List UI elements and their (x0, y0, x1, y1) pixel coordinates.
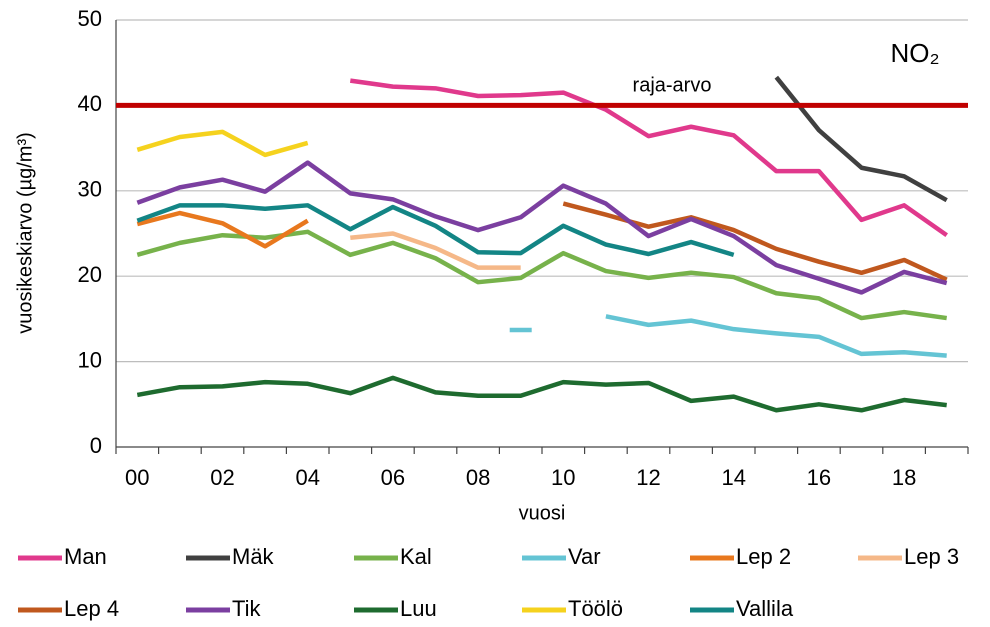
legend-label: Var (568, 544, 601, 569)
x-tick-label: 04 (295, 465, 319, 490)
legend-label: Kal (400, 544, 432, 569)
legend-label: Man (64, 544, 107, 569)
y-tick-label: 20 (78, 262, 102, 287)
y-axis-label: vuosikeskiarvo (µg/m³) (14, 132, 36, 334)
x-tick-label: 08 (466, 465, 490, 490)
y-tick-label: 10 (78, 347, 102, 372)
series-line (136, 229, 948, 321)
legend-label: Lep 4 (64, 596, 119, 621)
x-tick-label: 12 (636, 465, 660, 490)
legend-label: Tik (232, 596, 262, 621)
series-line (774, 75, 948, 203)
series-line (349, 78, 948, 238)
x-tick-label: 10 (551, 465, 575, 490)
y-tick-label: 30 (78, 177, 102, 202)
y-tick-label: 0 (90, 433, 102, 458)
x-tick-label: 16 (807, 465, 831, 490)
series-line (136, 203, 735, 258)
legend-label: Luu (400, 596, 437, 621)
reference-label: raja-arvo (633, 75, 712, 97)
series-line (350, 231, 521, 270)
x-tick-label: 18 (892, 465, 916, 490)
x-tick-label: 00 (125, 465, 149, 490)
x-axis-label: vuosi (519, 502, 566, 524)
legend-label: Mäk (232, 544, 275, 569)
series-line (509, 314, 947, 358)
x-tick-label: 06 (381, 465, 405, 490)
series-line (136, 160, 948, 295)
legend-label: Töölö (568, 596, 623, 621)
legend-label: Lep 3 (904, 544, 959, 569)
x-tick-label: 02 (210, 465, 234, 490)
legend-label: Vallila (736, 596, 794, 621)
x-tick-label: 14 (721, 465, 745, 490)
series-line (136, 375, 947, 413)
y-tick-label: 40 (78, 91, 102, 116)
chart-title: NO₂ (890, 38, 939, 68)
series-line (136, 129, 309, 158)
series-line (136, 210, 309, 249)
y-tick-label: 50 (78, 6, 102, 31)
legend-label: Lep 2 (736, 544, 791, 569)
